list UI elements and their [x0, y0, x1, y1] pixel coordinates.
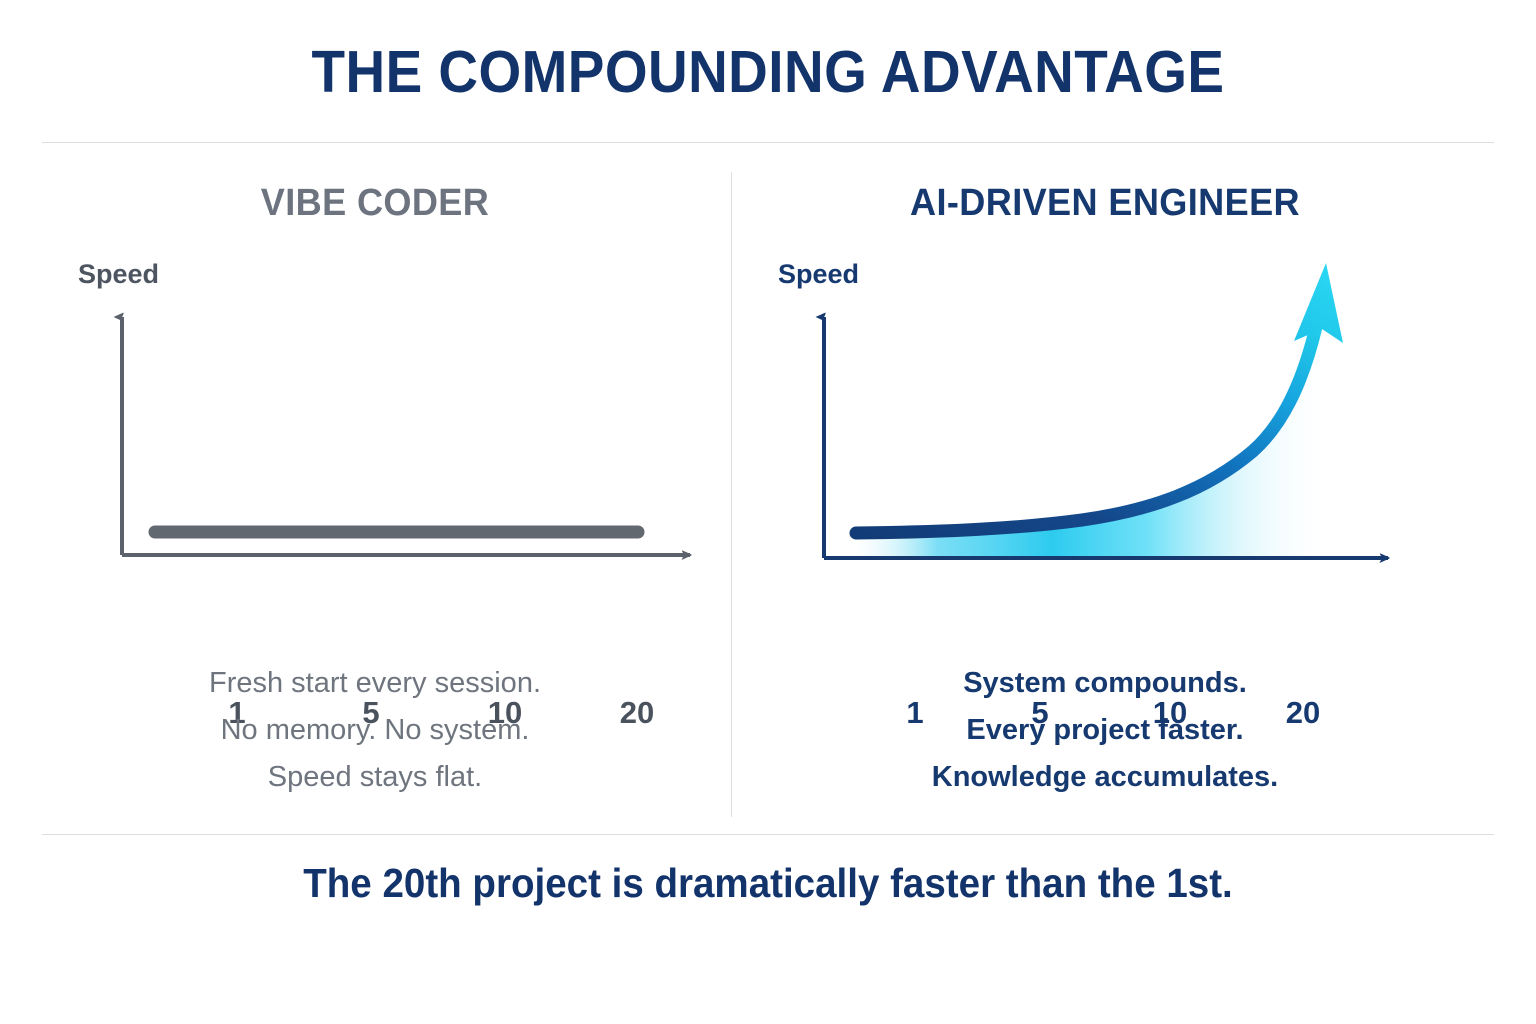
- divider-bottom: [42, 834, 1494, 835]
- caption-line: Speed stays flat.: [267, 761, 483, 793]
- panel-heading-ai-driven-engineer: AI-DRIVEN ENGINEER: [910, 182, 1300, 224]
- chart-vibe-coder: Speed 1 5 10 20: [30, 255, 720, 730]
- caption-line: Knowledge accumulates.: [931, 761, 1279, 793]
- panel-heading-vibe-coder: VIBE CODER: [260, 182, 490, 224]
- caption-line: Fresh start every session.: [209, 667, 541, 699]
- caption-line: No memory. No system.: [220, 714, 530, 746]
- footer-statement: The 20th project is dramatically faster …: [303, 860, 1233, 906]
- x-tick-right-10: 10: [1152, 695, 1188, 730]
- panel-ai-driven-engineer: AI-DRIVEN ENGINEER Speed: [760, 160, 1450, 830]
- divider-vertical: [731, 172, 732, 817]
- y-axis-label-left: Speed: [78, 259, 160, 289]
- growth-arrowhead: [1294, 263, 1343, 343]
- divider-top: [42, 142, 1494, 143]
- x-tick-left-5: 5: [362, 695, 380, 730]
- x-tick-left-10: 10: [487, 695, 523, 730]
- x-tick-right-1: 1: [906, 695, 924, 730]
- x-tick-right-20: 20: [1285, 695, 1321, 730]
- panel-vibe-coder: VIBE CODER Speed 1: [30, 160, 720, 830]
- y-axis-label-right: Speed: [778, 259, 860, 289]
- caption-vibe-coder: Fresh start every session. No memory. No…: [30, 660, 720, 801]
- x-tick-left-1: 1: [228, 695, 246, 730]
- caption-line: Every project faster.: [966, 714, 1244, 746]
- vibe-coder-chart-svg: [30, 255, 720, 625]
- x-tick-left-20: 20: [619, 695, 655, 730]
- exponential-growth-curve: [849, 320, 1323, 540]
- x-tick-right-5: 5: [1031, 695, 1049, 730]
- chart-ai-driven-engineer: Speed: [760, 255, 1450, 730]
- page-title: THE COMPOUNDING ADVANTAGE: [311, 39, 1225, 105]
- exponential-area-fill: [852, 315, 1328, 559]
- caption-ai-driven-engineer: System compounds. Every project faster. …: [760, 660, 1450, 801]
- ai-driven-engineer-chart-svg: [760, 263, 1450, 625]
- caption-line: System compounds.: [963, 667, 1247, 699]
